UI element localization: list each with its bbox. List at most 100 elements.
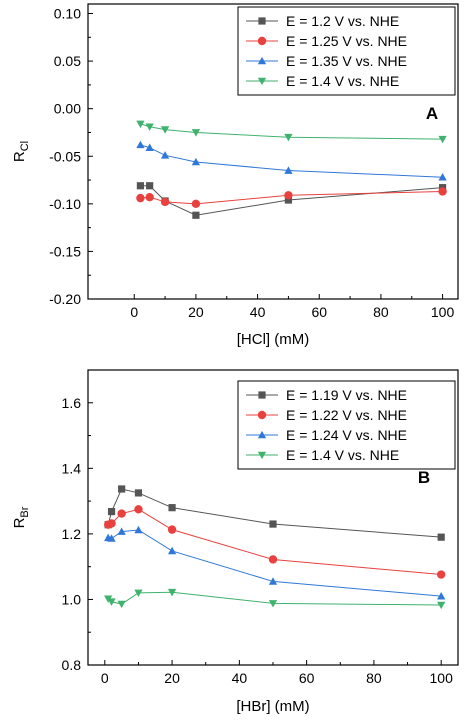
data-point bbox=[437, 533, 445, 541]
legend-marker bbox=[257, 430, 267, 439]
x-tick-label: 100 bbox=[431, 304, 455, 320]
data-point bbox=[284, 133, 293, 142]
legend-marker bbox=[258, 391, 266, 399]
y-axis-label: RCl bbox=[11, 141, 31, 162]
legend-marker bbox=[258, 17, 266, 25]
x-axis-label: [HCl] (mM) bbox=[237, 331, 309, 348]
legend-entry-label: E = 1.25 V vs. NHE bbox=[286, 33, 407, 49]
data-point bbox=[117, 527, 126, 535]
y-tick-label: 1.2 bbox=[62, 526, 82, 542]
data-point bbox=[145, 123, 154, 131]
data-point bbox=[438, 135, 447, 144]
x-tick-label: 40 bbox=[250, 304, 266, 320]
data-point bbox=[269, 520, 277, 528]
data-point bbox=[192, 211, 200, 219]
x-tick-label: 20 bbox=[188, 304, 204, 320]
panel-label: B bbox=[418, 468, 430, 487]
y-tick-label: 0.05 bbox=[54, 53, 81, 69]
data-point bbox=[284, 196, 293, 204]
legend-marker bbox=[257, 451, 267, 460]
data-point bbox=[160, 126, 170, 134]
y-tick-label: 1.4 bbox=[62, 460, 82, 476]
data-point bbox=[136, 193, 145, 203]
legend-box bbox=[237, 380, 456, 470]
y-axis-label: RBr bbox=[11, 506, 31, 528]
x-tick-label: 60 bbox=[299, 670, 315, 686]
data-point bbox=[437, 601, 446, 610]
data-point bbox=[437, 592, 446, 600]
series-line-1 bbox=[107, 488, 442, 538]
y-axis-label-main: R bbox=[11, 517, 28, 528]
legend: E = 1.2 V vs. NHE E = 1.25 V vs. NHE E = 1… bbox=[237, 6, 456, 96]
series-line-4 bbox=[140, 123, 443, 140]
legend-entry-label: E = 1.4 V vs. NHE bbox=[286, 447, 399, 463]
legend-entry-label: E = 1.2 V vs. NHE bbox=[286, 13, 399, 29]
x-tick-label: 0 bbox=[101, 670, 109, 686]
data-point bbox=[191, 199, 201, 209]
y-tick-label: -0.10 bbox=[49, 196, 81, 212]
legend-marker bbox=[257, 410, 267, 420]
y-axis-label-main: R bbox=[11, 151, 28, 162]
data-point bbox=[136, 120, 145, 129]
data-point bbox=[438, 187, 447, 196]
x-tick-label: 0 bbox=[130, 304, 138, 320]
data-point bbox=[134, 589, 143, 598]
data-point bbox=[118, 485, 126, 493]
x-tick-label: 40 bbox=[232, 670, 248, 686]
data-point bbox=[284, 166, 293, 174]
y-tick-label: 0.8 bbox=[62, 657, 82, 673]
data-point bbox=[167, 546, 177, 555]
legend-box bbox=[237, 6, 456, 96]
data-point bbox=[268, 600, 278, 608]
y-tick-label: 1.0 bbox=[62, 591, 82, 607]
data-point bbox=[191, 129, 201, 137]
data-point bbox=[134, 505, 143, 514]
data-point bbox=[167, 588, 177, 597]
data-point bbox=[107, 519, 116, 528]
data-point bbox=[160, 197, 170, 207]
y-tick-label: -0.20 bbox=[49, 291, 81, 307]
y-tick-label: 0.10 bbox=[54, 6, 81, 22]
data-point bbox=[160, 151, 170, 159]
data-point bbox=[117, 509, 126, 518]
y-axis-label-subscript: Cl bbox=[19, 141, 31, 151]
y-tick-label: 1.6 bbox=[62, 395, 82, 411]
x-tick-label: 100 bbox=[430, 670, 454, 686]
data-point bbox=[136, 182, 145, 190]
y-tick-label: -0.15 bbox=[49, 243, 81, 259]
legend-entry-label: E = 1.35 V vs. NHE bbox=[286, 53, 407, 69]
data-point bbox=[117, 600, 126, 609]
data-point bbox=[436, 570, 446, 579]
data-point bbox=[145, 143, 154, 152]
data-point bbox=[284, 191, 293, 200]
data-point bbox=[191, 157, 201, 166]
data-point bbox=[134, 489, 143, 497]
data-point bbox=[136, 140, 145, 149]
x-tick-label: 20 bbox=[164, 670, 180, 686]
data-point bbox=[167, 525, 177, 534]
legend-marker bbox=[257, 36, 267, 46]
legend-entry-label: E = 1.19 V vs. NHE bbox=[286, 387, 407, 403]
data-point bbox=[268, 555, 278, 564]
chart-panel-a: 0 20 40 60 80 100 -0.20 -0.15 -0.10 -0.05 0.00 0.05… bbox=[11, 3, 459, 348]
x-tick-label: 60 bbox=[311, 304, 327, 320]
legend-entry-label: E = 1.22 V vs. NHE bbox=[286, 407, 407, 423]
data-point bbox=[438, 173, 447, 181]
legend-entry-label: E = 1.4 V vs. NHE bbox=[286, 73, 399, 89]
y-axis-label-subscript: Br bbox=[19, 506, 31, 517]
legend-marker bbox=[257, 77, 267, 86]
data-point bbox=[146, 182, 154, 190]
x-tick-label: 80 bbox=[373, 304, 389, 320]
x-tick-label: 80 bbox=[366, 670, 382, 686]
chart-panel-b: 0 20 40 60 80 100 0.8 1.0 1.2 1.4 1.6 [HBr] (mM) RBr… bbox=[11, 369, 459, 715]
data-point bbox=[107, 598, 116, 606]
y-tick-label: 0.00 bbox=[54, 101, 81, 117]
plot-frame bbox=[87, 3, 459, 300]
legend: E = 1.19 V vs. NHE E = 1.22 V vs. NHE E = … bbox=[237, 380, 456, 470]
y-tick-label: -0.05 bbox=[49, 148, 81, 164]
legend-entry-label: E = 1.24 V vs. NHE bbox=[286, 427, 407, 443]
x-axis-label: [HBr] (mM) bbox=[236, 698, 309, 715]
data-point bbox=[107, 534, 116, 542]
data-point bbox=[107, 508, 116, 516]
